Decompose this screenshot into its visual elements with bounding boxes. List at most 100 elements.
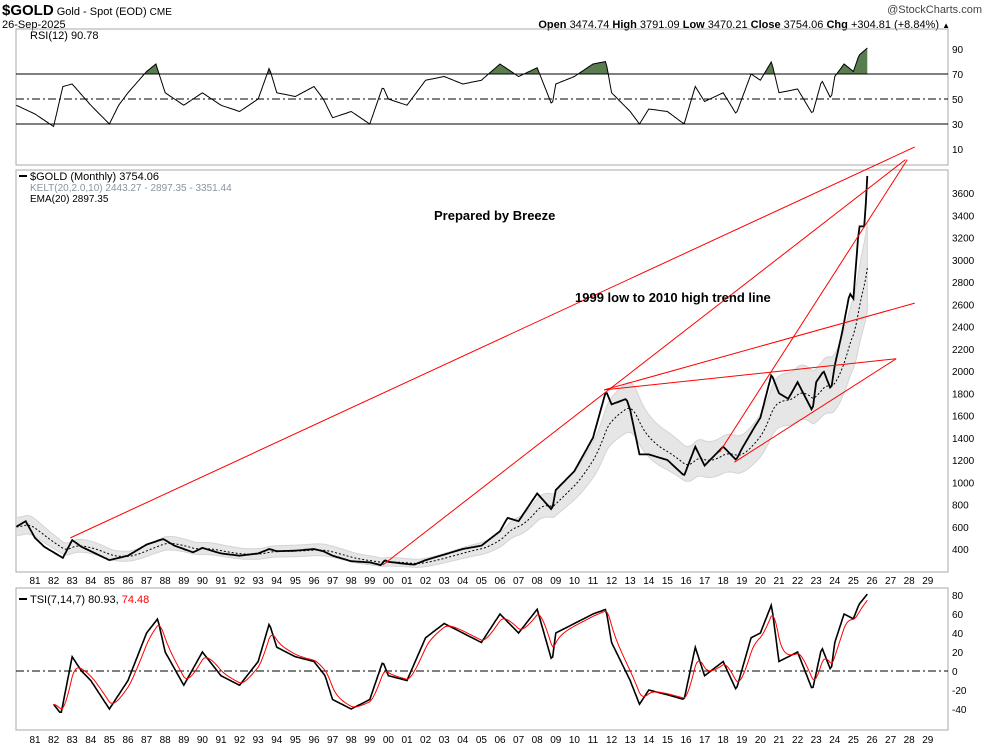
- year-tick-label: 12: [606, 576, 618, 587]
- year-tick-label: 15: [662, 576, 674, 587]
- price-legend-swatch: [19, 175, 27, 177]
- year-tick-label: 24: [829, 735, 841, 744]
- year-tick-label: 28: [904, 735, 916, 744]
- price-tick-label: 3400: [952, 211, 975, 222]
- year-tick-label: 12: [606, 735, 618, 744]
- low-label: Low: [682, 19, 705, 31]
- chart-annotation-title: Prepared by Breeze: [434, 208, 555, 223]
- year-tick-label: 16: [680, 735, 692, 744]
- year-tick-label: 04: [457, 735, 469, 744]
- year-tick-label: 01: [401, 576, 413, 587]
- price-tick-label: 2000: [952, 367, 975, 378]
- chart-date: 26-Sep-2025: [2, 19, 66, 31]
- copyright: @StockCharts.com: [887, 4, 982, 16]
- exchange: CME: [149, 7, 172, 18]
- year-tick-label: 82: [48, 576, 60, 587]
- year-tick-label: 85: [104, 576, 116, 587]
- tsi-legend-label: TSI(7,14,7): [30, 594, 85, 606]
- year-tick-label: 93: [253, 576, 265, 587]
- year-tick-label: 99: [364, 576, 376, 587]
- trend-line: [734, 358, 897, 463]
- price-tick-label: 400: [952, 545, 969, 556]
- tsi-legend-swatch: [19, 598, 27, 600]
- year-tick-label: 95: [290, 576, 302, 587]
- year-tick-label: 97: [327, 576, 339, 587]
- year-tick-label: 18: [718, 735, 730, 744]
- year-tick-label: 94: [271, 735, 283, 744]
- year-tick-label: 87: [141, 735, 153, 744]
- tsi-tick-label: 60: [952, 610, 964, 621]
- year-tick-label: 02: [420, 735, 432, 744]
- year-tick-label: 16: [680, 576, 692, 587]
- price-tick-label: 3600: [952, 189, 975, 200]
- year-tick-label: 29: [922, 735, 934, 744]
- year-tick-label: 94: [271, 576, 283, 587]
- year-tick-label: 84: [85, 576, 97, 587]
- year-tick-label: 14: [643, 735, 655, 744]
- year-tick-label: 89: [178, 735, 190, 744]
- chart-title: $GOLD Gold - Spot (EOD) CME: [2, 2, 172, 19]
- year-tick-label: 05: [476, 735, 488, 744]
- rsi-legend: RSI(12) 90.78: [30, 30, 98, 42]
- tsi-tick-label: 80: [952, 591, 964, 602]
- close-value: 3754.06: [783, 19, 824, 31]
- year-tick-label: 25: [848, 576, 860, 587]
- year-tick-label: 10: [569, 576, 581, 587]
- year-tick-label: 81: [29, 735, 41, 744]
- year-tick-label: 22: [792, 735, 804, 744]
- year-tick-label: 96: [308, 735, 320, 744]
- tsi-tick-label: 40: [952, 629, 964, 640]
- year-tick-label: 19: [736, 735, 748, 744]
- tsi-tick-label: -20: [952, 686, 967, 697]
- up-arrow-icon: ▲: [942, 21, 950, 30]
- year-tick-label: 24: [829, 576, 841, 587]
- year-tick-label: 13: [625, 576, 637, 587]
- year-tick-label: 29: [922, 576, 934, 587]
- year-tick-label: 91: [215, 576, 227, 587]
- year-tick-label: 27: [885, 735, 897, 744]
- year-tick-label: 03: [439, 735, 451, 744]
- kelt-legend: KELT(20,2.0,10) 2443.27 - 2897.35 - 3351…: [30, 183, 232, 194]
- high-label: High: [612, 19, 637, 31]
- year-tick-label: 91: [215, 735, 227, 744]
- year-tick-label: 07: [513, 735, 525, 744]
- year-tick-label: 09: [550, 735, 562, 744]
- year-tick-label: 11: [588, 735, 599, 744]
- price-tick-label: 1200: [952, 456, 975, 467]
- year-tick-label: 06: [494, 735, 506, 744]
- year-tick-label: 26: [866, 735, 878, 744]
- year-tick-label: 97: [327, 735, 339, 744]
- year-tick-label: 90: [197, 735, 209, 744]
- trend-line-annotation: 1999 low to 2010 high trend line: [575, 290, 771, 305]
- close-label: Close: [750, 19, 781, 31]
- year-tick-label: 11: [588, 576, 599, 587]
- ohlc-readout: Open 3474.74 High 3791.09 Low 3470.21 Cl…: [538, 19, 950, 31]
- price-tick-label: 800: [952, 501, 969, 512]
- year-tick-label: 89: [178, 576, 190, 587]
- price-tick-label: 1600: [952, 412, 975, 423]
- tsi-panel-frame: [15, 587, 949, 731]
- year-tick-label: 92: [234, 576, 246, 587]
- year-tick-label: 20: [755, 576, 767, 587]
- trend-line: [70, 146, 915, 539]
- year-tick-label: 17: [699, 576, 711, 587]
- year-tick-label: 00: [383, 735, 395, 744]
- tsi-signal-line: [53, 600, 868, 710]
- rsi-tick-label: 90: [952, 45, 964, 56]
- year-tick-label: 85: [104, 735, 116, 744]
- year-tick-label: 10: [569, 735, 581, 744]
- price-tick-label: 2400: [952, 323, 975, 334]
- high-value: 3791.09: [639, 19, 680, 31]
- year-tick-label: 18: [718, 576, 730, 587]
- trend-line: [719, 159, 908, 453]
- year-tick-label: 15: [662, 735, 674, 744]
- trend-line: [604, 358, 897, 391]
- year-tick-label: 99: [364, 735, 376, 744]
- year-tick-label: 88: [160, 576, 172, 587]
- year-tick-label: 02: [420, 576, 432, 587]
- year-tick-label: 93: [253, 735, 265, 744]
- year-tick-label: 20: [755, 735, 767, 744]
- symbol-name: Gold - Spot (EOD): [56, 6, 147, 18]
- year-tick-label: 19: [736, 576, 748, 587]
